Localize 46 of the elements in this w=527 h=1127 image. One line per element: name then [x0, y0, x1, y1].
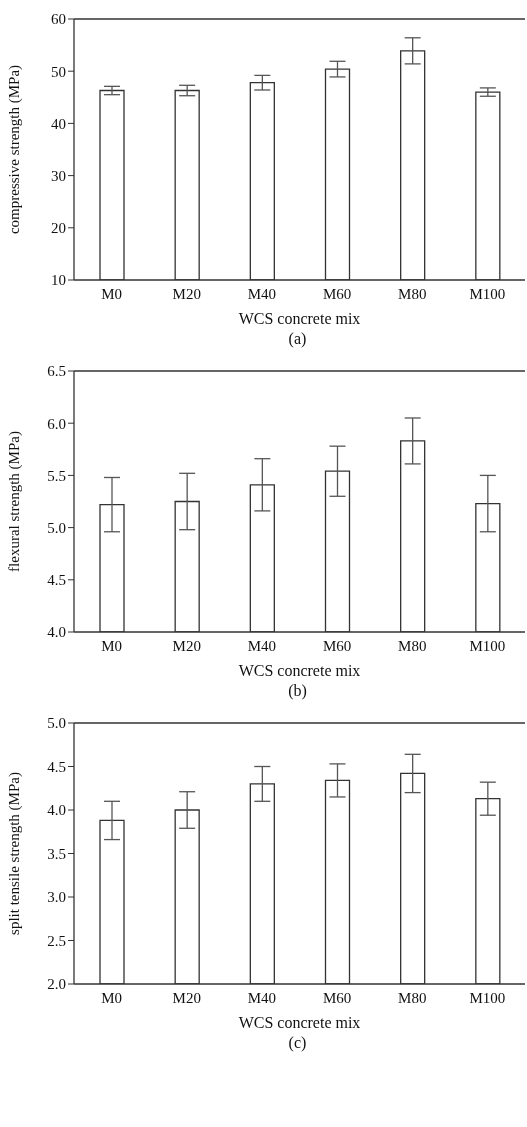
x-tick-label: M20	[172, 989, 201, 1006]
y-tick-label: 3.5	[47, 845, 66, 862]
x-tick-label: M60	[322, 989, 352, 1006]
x-tick-label: M60	[322, 285, 352, 302]
y-tick-label: 5.0	[47, 715, 66, 732]
y-tick-label: 4.5	[47, 758, 66, 775]
y-tick-label: 4.0	[47, 802, 66, 819]
y-tick-label: 6.5	[47, 363, 66, 380]
x-tick-label: M20	[172, 637, 201, 654]
y-tick-label: 30	[51, 167, 66, 184]
y-tick-label: 2.0	[47, 976, 66, 993]
y-tick-label: 3.0	[47, 889, 66, 906]
text: (a)	[287, 330, 308, 348]
x-tick-label: M100	[469, 637, 506, 654]
x-tick-label: M80	[398, 989, 427, 1006]
y-tick-label: 4.5	[47, 572, 66, 589]
y-axis-title: split tensile strength (MPa)	[6, 772, 24, 935]
text: (b)	[287, 682, 308, 700]
x-tick-label: M0	[101, 989, 123, 1006]
x-tick-label: M40	[247, 285, 277, 302]
x-axis-title: WCS concrete mix	[238, 310, 361, 327]
y-tick-label: 60	[51, 11, 66, 28]
y-tick-label: 2.5	[47, 932, 66, 949]
x-axis-title: WCS concrete mix	[238, 662, 361, 679]
y-tick-label: 10	[51, 272, 66, 289]
y-tick-label: 20	[51, 220, 66, 237]
y-tick-label: 50	[51, 63, 66, 80]
x-tick-label: M100	[469, 285, 506, 302]
y-tick-label: 40	[51, 115, 66, 132]
y-axis-title: compressive strength (MPa)	[6, 64, 24, 235]
x-tick-label: M60	[322, 637, 352, 654]
x-tick-label: M40	[247, 637, 277, 654]
y-tick-label: 6.0	[47, 415, 66, 432]
x-tick-label: M80	[398, 285, 427, 302]
text: (c)	[287, 1034, 308, 1052]
x-axis-title: WCS concrete mix	[238, 1014, 361, 1031]
y-tick-label: 4.0	[47, 624, 66, 641]
x-tick-label: M100	[469, 989, 506, 1006]
y-tick-label: 5.5	[47, 467, 66, 484]
x-tick-label: M20	[172, 285, 201, 302]
x-tick-label: M0	[101, 637, 123, 654]
y-axis-title: flexural strength (MPa)	[6, 431, 24, 572]
x-tick-label: M40	[247, 989, 277, 1006]
y-tick-label: 5.0	[47, 519, 66, 536]
x-tick-label: M80	[398, 637, 427, 654]
x-tick-label: M0	[101, 285, 123, 302]
